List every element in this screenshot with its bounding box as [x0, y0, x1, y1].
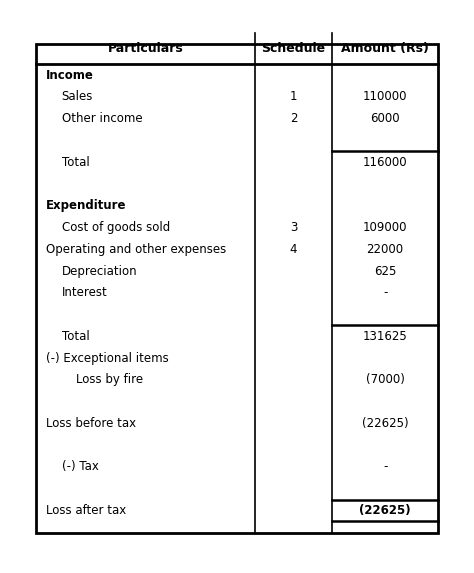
Text: Cost of goods sold: Cost of goods sold: [62, 221, 170, 234]
Text: Sales: Sales: [62, 91, 93, 103]
Text: Depreciation: Depreciation: [62, 265, 137, 277]
Text: Loss before tax: Loss before tax: [46, 417, 136, 430]
Text: 2: 2: [290, 112, 297, 125]
Text: Total: Total: [62, 330, 90, 343]
Text: -: -: [383, 286, 387, 299]
Text: (7000): (7000): [365, 374, 404, 386]
Text: 4: 4: [290, 243, 297, 256]
Text: Loss after tax: Loss after tax: [46, 504, 126, 517]
Text: (22625): (22625): [362, 417, 409, 430]
Text: (-) Exceptional items: (-) Exceptional items: [46, 352, 168, 364]
Text: 116000: 116000: [363, 156, 407, 168]
Text: (-) Tax: (-) Tax: [62, 461, 99, 473]
Text: 625: 625: [374, 265, 396, 277]
Text: 110000: 110000: [363, 91, 407, 103]
Text: Operating and other expenses: Operating and other expenses: [46, 243, 226, 256]
Text: 3: 3: [290, 221, 297, 234]
Text: Particulars: Particulars: [108, 42, 183, 55]
Text: -: -: [383, 461, 387, 473]
Text: (22625): (22625): [359, 504, 411, 517]
Text: Total: Total: [62, 156, 90, 168]
Text: 22000: 22000: [366, 243, 404, 256]
Text: 1: 1: [290, 91, 297, 103]
Text: Interest: Interest: [62, 286, 108, 299]
Text: Schedule: Schedule: [261, 42, 326, 55]
Text: 131625: 131625: [363, 330, 408, 343]
Text: 109000: 109000: [363, 221, 407, 234]
Text: Expenditure: Expenditure: [46, 199, 126, 212]
Text: Loss by fire: Loss by fire: [76, 374, 143, 386]
Text: Income: Income: [46, 69, 93, 81]
Text: Amount (Rs): Amount (Rs): [341, 42, 429, 55]
Bar: [36, 44, 438, 533]
Text: 6000: 6000: [370, 112, 400, 125]
Text: Other income: Other income: [62, 112, 142, 125]
